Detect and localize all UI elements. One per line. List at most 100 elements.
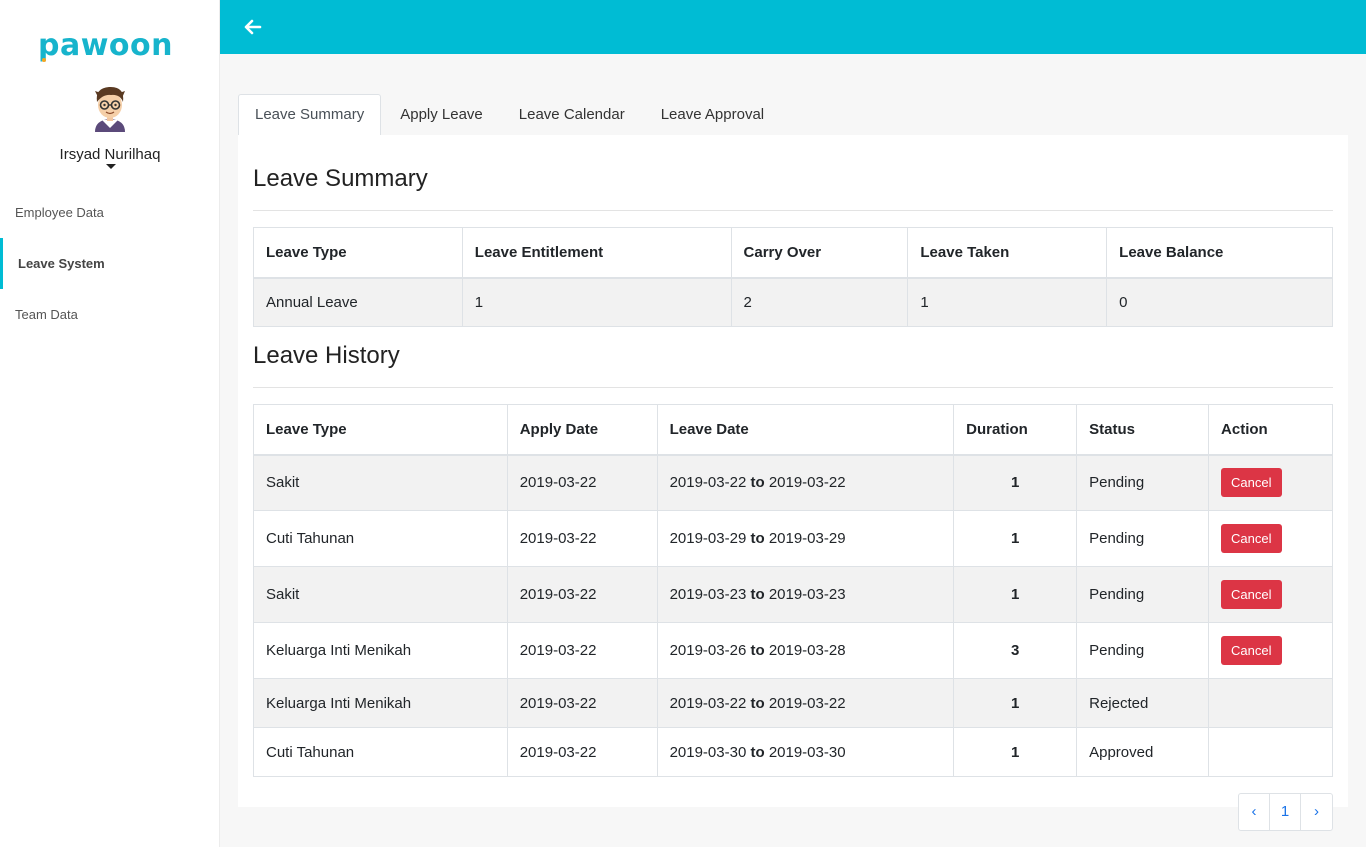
leave-summary-title: Leave Summary: [253, 165, 428, 192]
apply-date-cell: 2019-03-22: [506, 727, 658, 777]
pagination-page-1[interactable]: 1: [1270, 794, 1301, 830]
column-header: Leave Type: [253, 227, 463, 279]
column-header: Leave Type: [253, 404, 508, 456]
duration-cell: 1: [953, 727, 1078, 777]
cancel-button[interactable]: Cancel: [1221, 580, 1282, 609]
sidebar-nav: Employee Data Leave System Team Data: [0, 187, 220, 340]
column-header: Leave Taken: [907, 227, 1108, 279]
tab-leave-calendar[interactable]: Leave Calendar: [518, 106, 625, 123]
action-cell: Cancel: [1208, 622, 1333, 679]
cancel-button[interactable]: Cancel: [1221, 524, 1282, 553]
user-avatar[interactable]: [89, 84, 131, 134]
leave-date-cell: 2019-03-30 to 2019-03-30: [656, 727, 955, 777]
status-cell: Pending: [1076, 454, 1210, 511]
cancel-button[interactable]: Cancel: [1221, 636, 1282, 665]
duration-cell: 1: [953, 454, 1078, 511]
to-word: to: [750, 586, 765, 603]
sidebar-item-employee-data[interactable]: Employee Data: [15, 205, 104, 220]
tab-bar: Leave Summary Apply Leave Leave Calendar…: [238, 94, 783, 136]
table-row: Annual Leave 1 2 1 0: [253, 277, 1333, 327]
table-row: Cuti Tahunan 2019-03-22 2019-03-29 to 20…: [253, 510, 1333, 567]
column-header: Leave Entitlement: [461, 227, 732, 279]
leave-date-cell: 2019-03-29 to 2019-03-29: [656, 510, 955, 567]
cancel-button[interactable]: Cancel: [1221, 468, 1282, 498]
pagination-prev-button[interactable]: ‹: [1239, 794, 1270, 830]
apply-date-cell: 2019-03-22: [506, 678, 658, 728]
pagination: ‹ 1 ›: [1238, 793, 1333, 831]
leave-date-to: 2019-03-22: [768, 694, 846, 712]
column-header: Action: [1208, 404, 1333, 456]
divider: [253, 387, 1333, 388]
carry-over-cell: 2: [730, 277, 909, 327]
sidebar: pawoon Irsyad Nurilhaq Employee Data Lea…: [0, 0, 220, 847]
leave-date-cell: 2019-03-23 to 2019-03-23: [656, 566, 955, 623]
leave-type-cell: Keluarga Inti Menikah: [253, 678, 508, 728]
sidebar-item-leave-system[interactable]: Leave System: [0, 238, 220, 289]
table-row: Cuti Tahunan 2019-03-22 2019-03-30 to 20…: [253, 727, 1333, 777]
leave-history-title: Leave History: [253, 342, 400, 369]
leave-taken-cell: 1: [907, 277, 1108, 327]
apply-date-cell: 2019-03-22: [506, 566, 658, 623]
leave-date-cell: 2019-03-22 to 2019-03-22: [656, 678, 955, 728]
status-cell: Pending: [1076, 510, 1210, 567]
leave-date-to: 2019-03-30: [768, 743, 846, 761]
leave-date-from: 2019-03-29: [669, 530, 747, 547]
leave-date-cell: 2019-03-26 to 2019-03-28: [656, 622, 955, 679]
pagination-next-button[interactable]: ›: [1314, 803, 1319, 820]
user-name[interactable]: Irsyad Nurilhaq: [59, 146, 161, 163]
apply-date-cell: 2019-03-22: [506, 454, 658, 511]
leave-type-cell: Cuti Tahunan: [253, 510, 508, 567]
status-cell: Approved: [1076, 727, 1210, 777]
leave-date-from: 2019-03-30: [669, 743, 747, 761]
status-cell: Pending: [1076, 622, 1210, 679]
leave-date-to: 2019-03-29: [768, 530, 846, 547]
divider: [253, 210, 1333, 211]
leave-type-cell: Annual Leave: [253, 277, 463, 327]
duration-cell: 3: [953, 622, 1078, 679]
leave-date-cell: 2019-03-22 to 2019-03-22: [656, 454, 955, 511]
column-header: Status: [1076, 404, 1210, 456]
leave-date-from: 2019-03-23: [669, 586, 747, 603]
leave-date-to: 2019-03-28: [768, 642, 846, 659]
duration-cell: 1: [953, 678, 1078, 728]
top-bar: [220, 0, 1366, 54]
duration-cell: 1: [953, 566, 1078, 623]
leave-entitlement-cell: 1: [461, 277, 732, 327]
action-cell: Cancel: [1208, 566, 1333, 623]
leave-date-from: 2019-03-22: [669, 694, 747, 712]
tab-apply-leave[interactable]: Apply Leave: [400, 106, 483, 123]
user-menu-caret-icon[interactable]: [106, 164, 116, 169]
leave-type-cell: Keluarga Inti Menikah: [253, 622, 508, 679]
column-header: Apply Date: [506, 404, 658, 456]
sidebar-item-team-data[interactable]: Team Data: [15, 307, 78, 322]
back-arrow-icon[interactable]: [242, 16, 264, 38]
table-row: Keluarga Inti Menikah 2019-03-22 2019-03…: [253, 678, 1333, 728]
table-row: Keluarga Inti Menikah 2019-03-22 2019-03…: [253, 622, 1333, 679]
logo-accent-dot: [42, 58, 46, 62]
tab-leave-approval[interactable]: Leave Approval: [660, 106, 765, 123]
leave-summary-table: Leave Type Leave Entitlement Carry Over …: [253, 227, 1333, 327]
to-word: to: [750, 642, 765, 659]
column-header: Carry Over: [730, 227, 909, 279]
leave-date-from: 2019-03-22: [669, 474, 747, 492]
column-header: Duration: [953, 404, 1078, 456]
leave-type-cell: Sakit: [253, 454, 508, 511]
table-row: Sakit 2019-03-22 2019-03-23 to 2019-03-2…: [253, 566, 1333, 623]
column-header: Leave Date: [656, 404, 955, 456]
to-word: to: [750, 474, 765, 492]
action-cell: [1208, 678, 1333, 728]
leave-date-to: 2019-03-22: [768, 474, 846, 492]
duration-cell: 1: [953, 510, 1078, 567]
pawoon-logo[interactable]: pawoon: [38, 28, 174, 63]
status-cell: Pending: [1076, 566, 1210, 623]
leave-balance-cell: 0: [1106, 277, 1333, 327]
to-word: to: [750, 530, 765, 547]
status-cell: Rejected: [1076, 678, 1210, 728]
action-cell: [1208, 727, 1333, 777]
tab-leave-summary[interactable]: Leave Summary: [238, 94, 382, 136]
leave-summary-panel: Leave Summary Leave Type Leave Entitleme…: [238, 135, 1348, 807]
leave-type-cell: Sakit: [253, 566, 508, 623]
apply-date-cell: 2019-03-22: [506, 622, 658, 679]
leave-date-to: 2019-03-23: [768, 586, 846, 603]
column-header: Leave Balance: [1106, 227, 1333, 279]
